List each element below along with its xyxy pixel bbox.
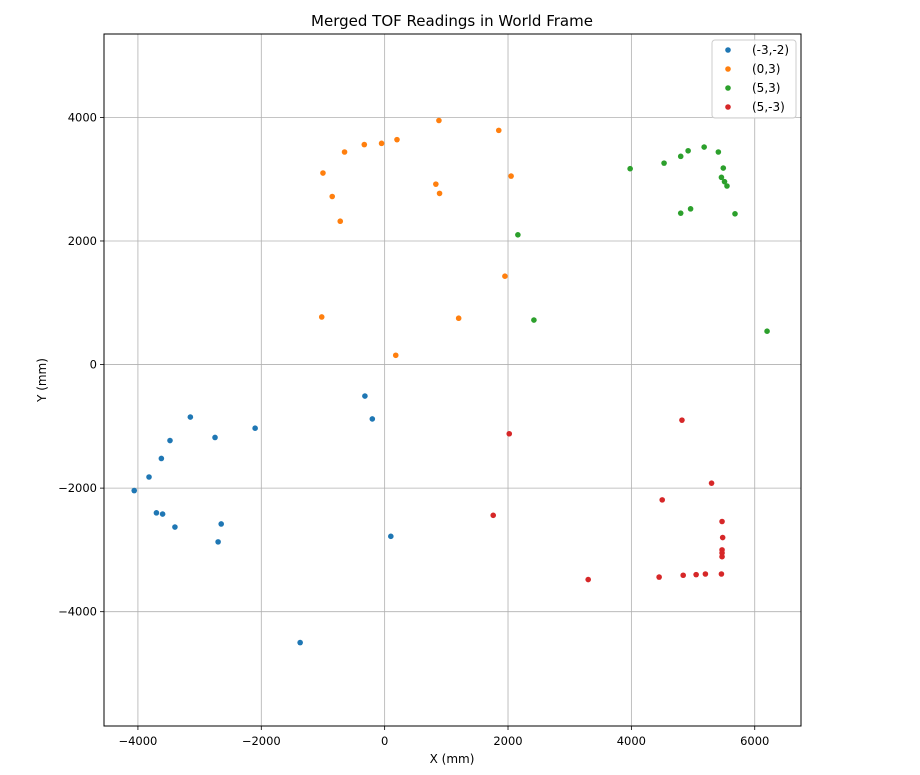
data-points [131, 117, 770, 646]
data-point [531, 317, 537, 323]
data-point [167, 437, 173, 444]
data-point [656, 574, 662, 580]
data-point [719, 534, 726, 541]
data-point [218, 521, 224, 527]
legend-label: (0,3) [752, 62, 780, 76]
legend-marker [725, 47, 731, 53]
data-point [732, 210, 738, 217]
legend-label: (5,3) [752, 81, 780, 95]
chart-title: Merged TOF Readings in World Frame [311, 12, 593, 30]
data-point [329, 193, 336, 200]
data-point [502, 273, 508, 280]
legend-marker [725, 85, 731, 91]
data-point [677, 210, 684, 216]
series-2 [318, 117, 514, 359]
x-axis-label: X (mm) [430, 752, 475, 766]
x-tick-label: −4000 [118, 734, 157, 748]
series-4 [490, 417, 726, 583]
legend-label: (5,-3) [752, 100, 785, 114]
data-point [146, 474, 152, 480]
series-1 [131, 393, 394, 646]
x-axis-ticks: −4000 −2000 0 2000 4000 6000 [118, 726, 769, 748]
data-point [677, 153, 684, 160]
data-point [215, 539, 221, 545]
y-tick-label: 4000 [68, 110, 97, 124]
data-point [495, 127, 502, 134]
data-point [394, 136, 400, 143]
data-point [131, 487, 138, 494]
data-point [679, 417, 685, 423]
data-point [515, 232, 521, 238]
data-point [661, 160, 667, 166]
data-point [724, 183, 730, 189]
data-point [378, 140, 385, 147]
data-point [436, 117, 442, 124]
data-point [708, 480, 715, 486]
data-point [318, 314, 325, 320]
data-point [153, 510, 160, 516]
data-point [508, 173, 514, 179]
data-point [320, 170, 326, 176]
y-tick-label: 2000 [68, 234, 97, 248]
data-point [715, 149, 722, 155]
legend: (-3,-2) (0,3) (5,3) (5,-3) [711, 39, 797, 119]
data-point [455, 315, 462, 322]
data-point [693, 571, 699, 578]
x-tick-label: 0 [381, 734, 388, 748]
y-tick-label: −4000 [58, 605, 97, 619]
x-tick-label: 4000 [617, 734, 646, 748]
data-point [159, 511, 166, 517]
data-point [490, 512, 497, 519]
legend-label: (-3,-2) [752, 43, 789, 57]
data-point [341, 149, 348, 155]
data-point [369, 416, 376, 422]
y-axis-label: Y (mm) [35, 358, 49, 403]
data-point [719, 518, 725, 525]
data-point [764, 328, 770, 334]
y-tick-label: −2000 [58, 481, 97, 495]
legend-box [711, 39, 797, 119]
x-tick-label: 2000 [493, 734, 522, 748]
data-point [701, 144, 707, 150]
grid-lines [104, 34, 801, 726]
data-point [433, 181, 439, 187]
y-tick-label: 0 [90, 358, 97, 372]
x-tick-label: −2000 [242, 734, 281, 748]
data-point [721, 178, 728, 185]
series-3 [515, 144, 770, 334]
data-point [252, 425, 258, 431]
data-point [392, 352, 399, 359]
data-point [297, 639, 303, 646]
data-point [362, 393, 368, 399]
data-point [687, 206, 694, 212]
data-point [361, 141, 368, 148]
legend-marker [725, 104, 731, 110]
data-point [506, 430, 513, 437]
data-point [187, 414, 194, 420]
data-point [158, 455, 165, 462]
legend-marker [725, 66, 731, 72]
data-point [685, 147, 691, 154]
data-point [718, 571, 725, 577]
data-point [172, 524, 178, 530]
data-point [720, 165, 727, 171]
plot-frame [103, 33, 802, 727]
data-point [680, 572, 686, 579]
y-axis-ticks: −4000 −2000 0 2000 4000 [58, 110, 104, 619]
data-point [337, 218, 344, 225]
data-point [718, 174, 725, 181]
data-point [659, 497, 666, 503]
data-point [719, 553, 725, 560]
data-point [627, 165, 633, 172]
data-point [212, 434, 218, 441]
x-tick-label: 6000 [740, 734, 769, 748]
data-point [585, 576, 591, 583]
data-point [388, 533, 394, 540]
data-point [436, 190, 443, 197]
data-point [702, 571, 709, 577]
